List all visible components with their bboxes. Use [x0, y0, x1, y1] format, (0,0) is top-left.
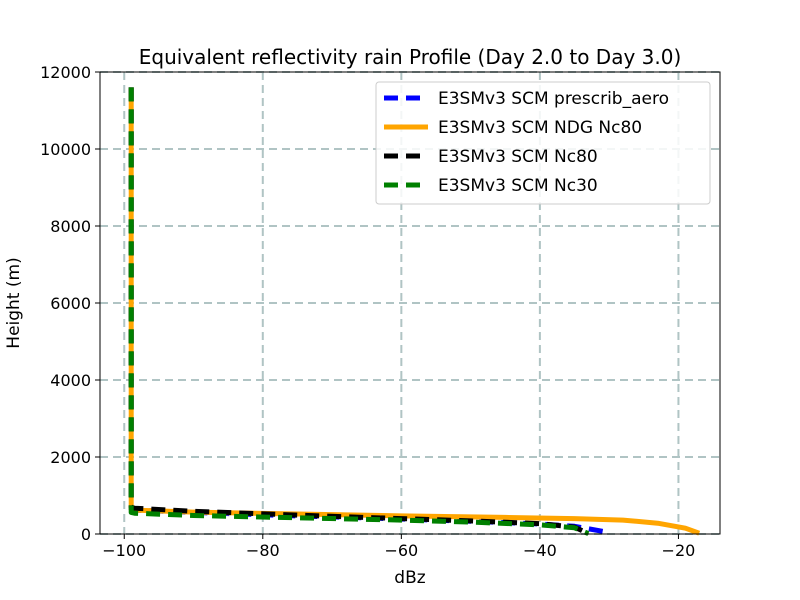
y-tick-label: 10000: [40, 140, 91, 159]
y-tick-label: 2000: [50, 448, 91, 467]
x-tick-label: −100: [102, 541, 146, 560]
y-tick-label: 12000: [40, 63, 91, 82]
series-line-4: [128, 87, 590, 536]
legend-label: E3SMv3 SCM prescrib_aero: [438, 89, 669, 109]
legend: E3SMv3 SCM prescrib_aero E3SMv3 SCM NDG N…: [375, 81, 711, 205]
legend-frame: [375, 81, 711, 205]
x-tick-label: −40: [523, 541, 557, 560]
x-tick-label: −20: [662, 541, 696, 560]
y-tick-label: 6000: [50, 294, 91, 313]
x-tick-label: −60: [384, 541, 418, 560]
x-axis-label: dBz: [394, 568, 425, 588]
x-tick-label: −80: [246, 541, 280, 560]
y-tick-label: 0: [81, 525, 91, 544]
chart-title: Equivalent reflectivity rain Profile (Da…: [139, 45, 682, 69]
y-tick-label: 4000: [50, 371, 91, 390]
legend-label: E3SMv3 SCM NDG Nc80: [438, 118, 642, 138]
ticks: −100 −80 −60 −40 −20 0 2000 4000 6000 8000 10000 12…: [40, 63, 695, 560]
legend-label: E3SMv3 SCM Nc80: [438, 147, 598, 167]
y-axis-label: Height (m): [4, 257, 24, 348]
y-tick-label: 8000: [50, 217, 91, 236]
series-line-2: [128, 87, 701, 536]
legend-label: E3SMv3 SCM Nc30: [438, 176, 598, 196]
grid: [100, 71, 720, 535]
series-layer: [128, 87, 701, 536]
